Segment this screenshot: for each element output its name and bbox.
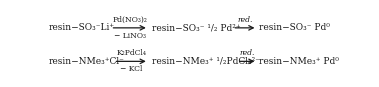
Text: resin−NMe₃⁺ Pd⁰: resin−NMe₃⁺ Pd⁰: [259, 57, 339, 66]
Text: Pd(NO₃)₂: Pd(NO₃)₂: [112, 16, 147, 24]
Text: resin−SO₃⁻Li⁺: resin−SO₃⁻Li⁺: [49, 23, 115, 32]
Text: − LiNO₃: − LiNO₃: [114, 32, 146, 40]
Text: resin−SO₃⁻ Pd⁰: resin−SO₃⁻ Pd⁰: [259, 23, 330, 32]
Text: resin−SO₃⁻ ¹/₂ Pd²⁺: resin−SO₃⁻ ¹/₂ Pd²⁺: [152, 23, 240, 32]
Text: red.: red.: [240, 49, 255, 57]
Text: resin−NMe₃⁺Cl⁻: resin−NMe₃⁺Cl⁻: [49, 57, 125, 66]
Text: − KCl: − KCl: [120, 65, 142, 73]
Text: resin−NMe₃⁺ ¹/₂PdCl₄²⁻: resin−NMe₃⁺ ¹/₂PdCl₄²⁻: [152, 57, 260, 66]
Text: K₂PdCl₄: K₂PdCl₄: [116, 49, 146, 57]
Text: red.: red.: [237, 16, 252, 24]
